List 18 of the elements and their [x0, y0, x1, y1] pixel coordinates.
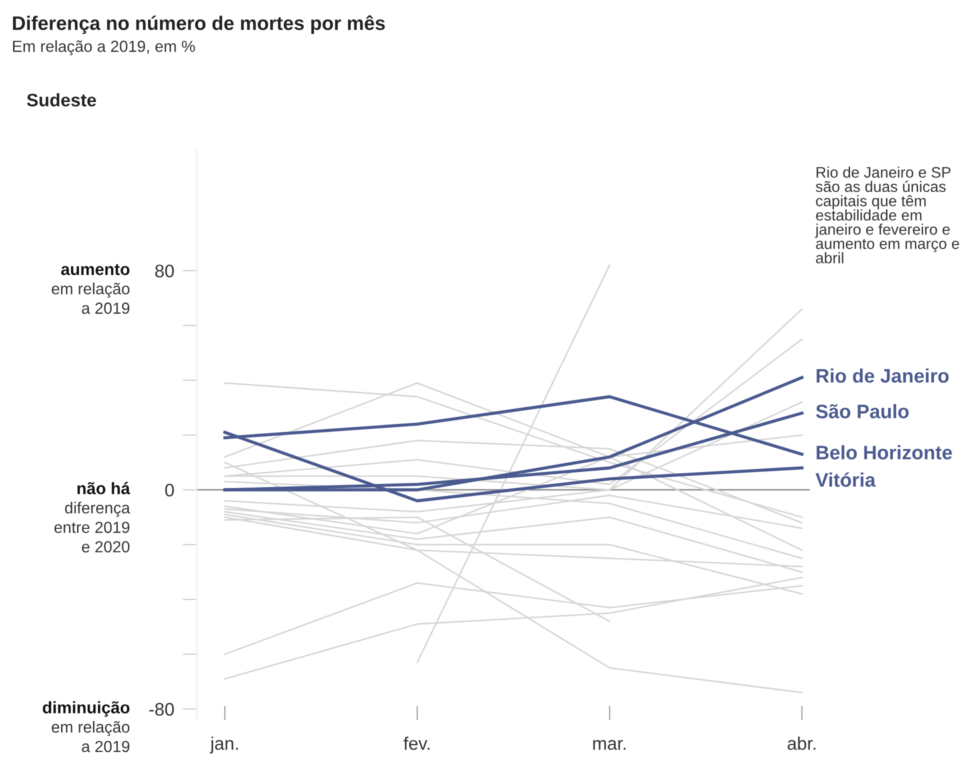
text: aumento em relação a 2019 [52, 264, 130, 314]
series-label: Rio de Janeiro [816, 368, 949, 383]
x-tick-label: mar. [593, 740, 626, 750]
text: diminuição em relação a 2019 [42, 701, 130, 752]
y-tick-label: 80 [155, 264, 174, 278]
text: não há diferença entre 2019 e 2020 [54, 482, 130, 552]
y-tick-label: -80 [149, 702, 174, 716]
series-label: Vitória [816, 472, 876, 487]
x-tick-label: jan. [210, 736, 238, 754]
x-tick-label: abr. [788, 736, 816, 750]
y-tick-label: 0 [165, 484, 174, 497]
series-label: Belo Horizonte [816, 445, 952, 460]
chart-subtitle: Em relação a 2019, em % [13, 40, 195, 56]
text: Rio de Janeiro e SP são as duas únicas capitais que têm estabilidade em janeiro e fevereiro e aumento em março e abril [815, 166, 960, 264]
text: Sudeste [26, 93, 96, 106]
series-label: São Paulo [816, 404, 909, 418]
x-tick-label: fev. [404, 736, 430, 750]
chart-title: Diferença no número de mortes por mês [13, 15, 385, 34]
